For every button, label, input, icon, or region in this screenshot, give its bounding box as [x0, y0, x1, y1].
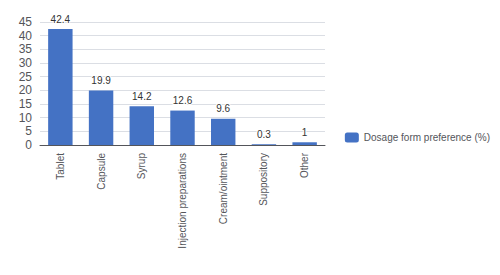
svg-text:15: 15 — [19, 97, 33, 111]
svg-text:40: 40 — [19, 29, 33, 43]
svg-text:0.3: 0.3 — [257, 129, 271, 140]
svg-text:10: 10 — [19, 111, 33, 125]
svg-text:Syrup: Syrup — [136, 153, 147, 180]
svg-text:20: 20 — [19, 83, 33, 97]
svg-text:Capsule: Capsule — [96, 153, 107, 190]
svg-text:12.6: 12.6 — [173, 95, 193, 106]
svg-text:42.4: 42.4 — [51, 14, 71, 25]
svg-text:Suppository: Suppository — [258, 153, 269, 206]
svg-text:14.2: 14.2 — [132, 91, 152, 102]
svg-text:19.9: 19.9 — [91, 75, 111, 86]
svg-text:Injection preparations: Injection preparations — [177, 153, 188, 249]
svg-text:0: 0 — [25, 138, 32, 152]
svg-text:Tablet: Tablet — [55, 153, 66, 180]
svg-text:Cream/ointment: Cream/ointment — [218, 153, 229, 224]
svg-text:Other: Other — [299, 152, 310, 178]
svg-text:30: 30 — [19, 56, 33, 70]
svg-text:35: 35 — [19, 42, 33, 56]
svg-text:45: 45 — [19, 15, 33, 29]
svg-text:5: 5 — [25, 124, 32, 138]
svg-text:9.6: 9.6 — [216, 103, 230, 114]
svg-text:Dosage form preference (%): Dosage form preference (%) — [364, 132, 490, 143]
svg-text:25: 25 — [19, 70, 33, 84]
svg-text:1: 1 — [302, 127, 308, 138]
